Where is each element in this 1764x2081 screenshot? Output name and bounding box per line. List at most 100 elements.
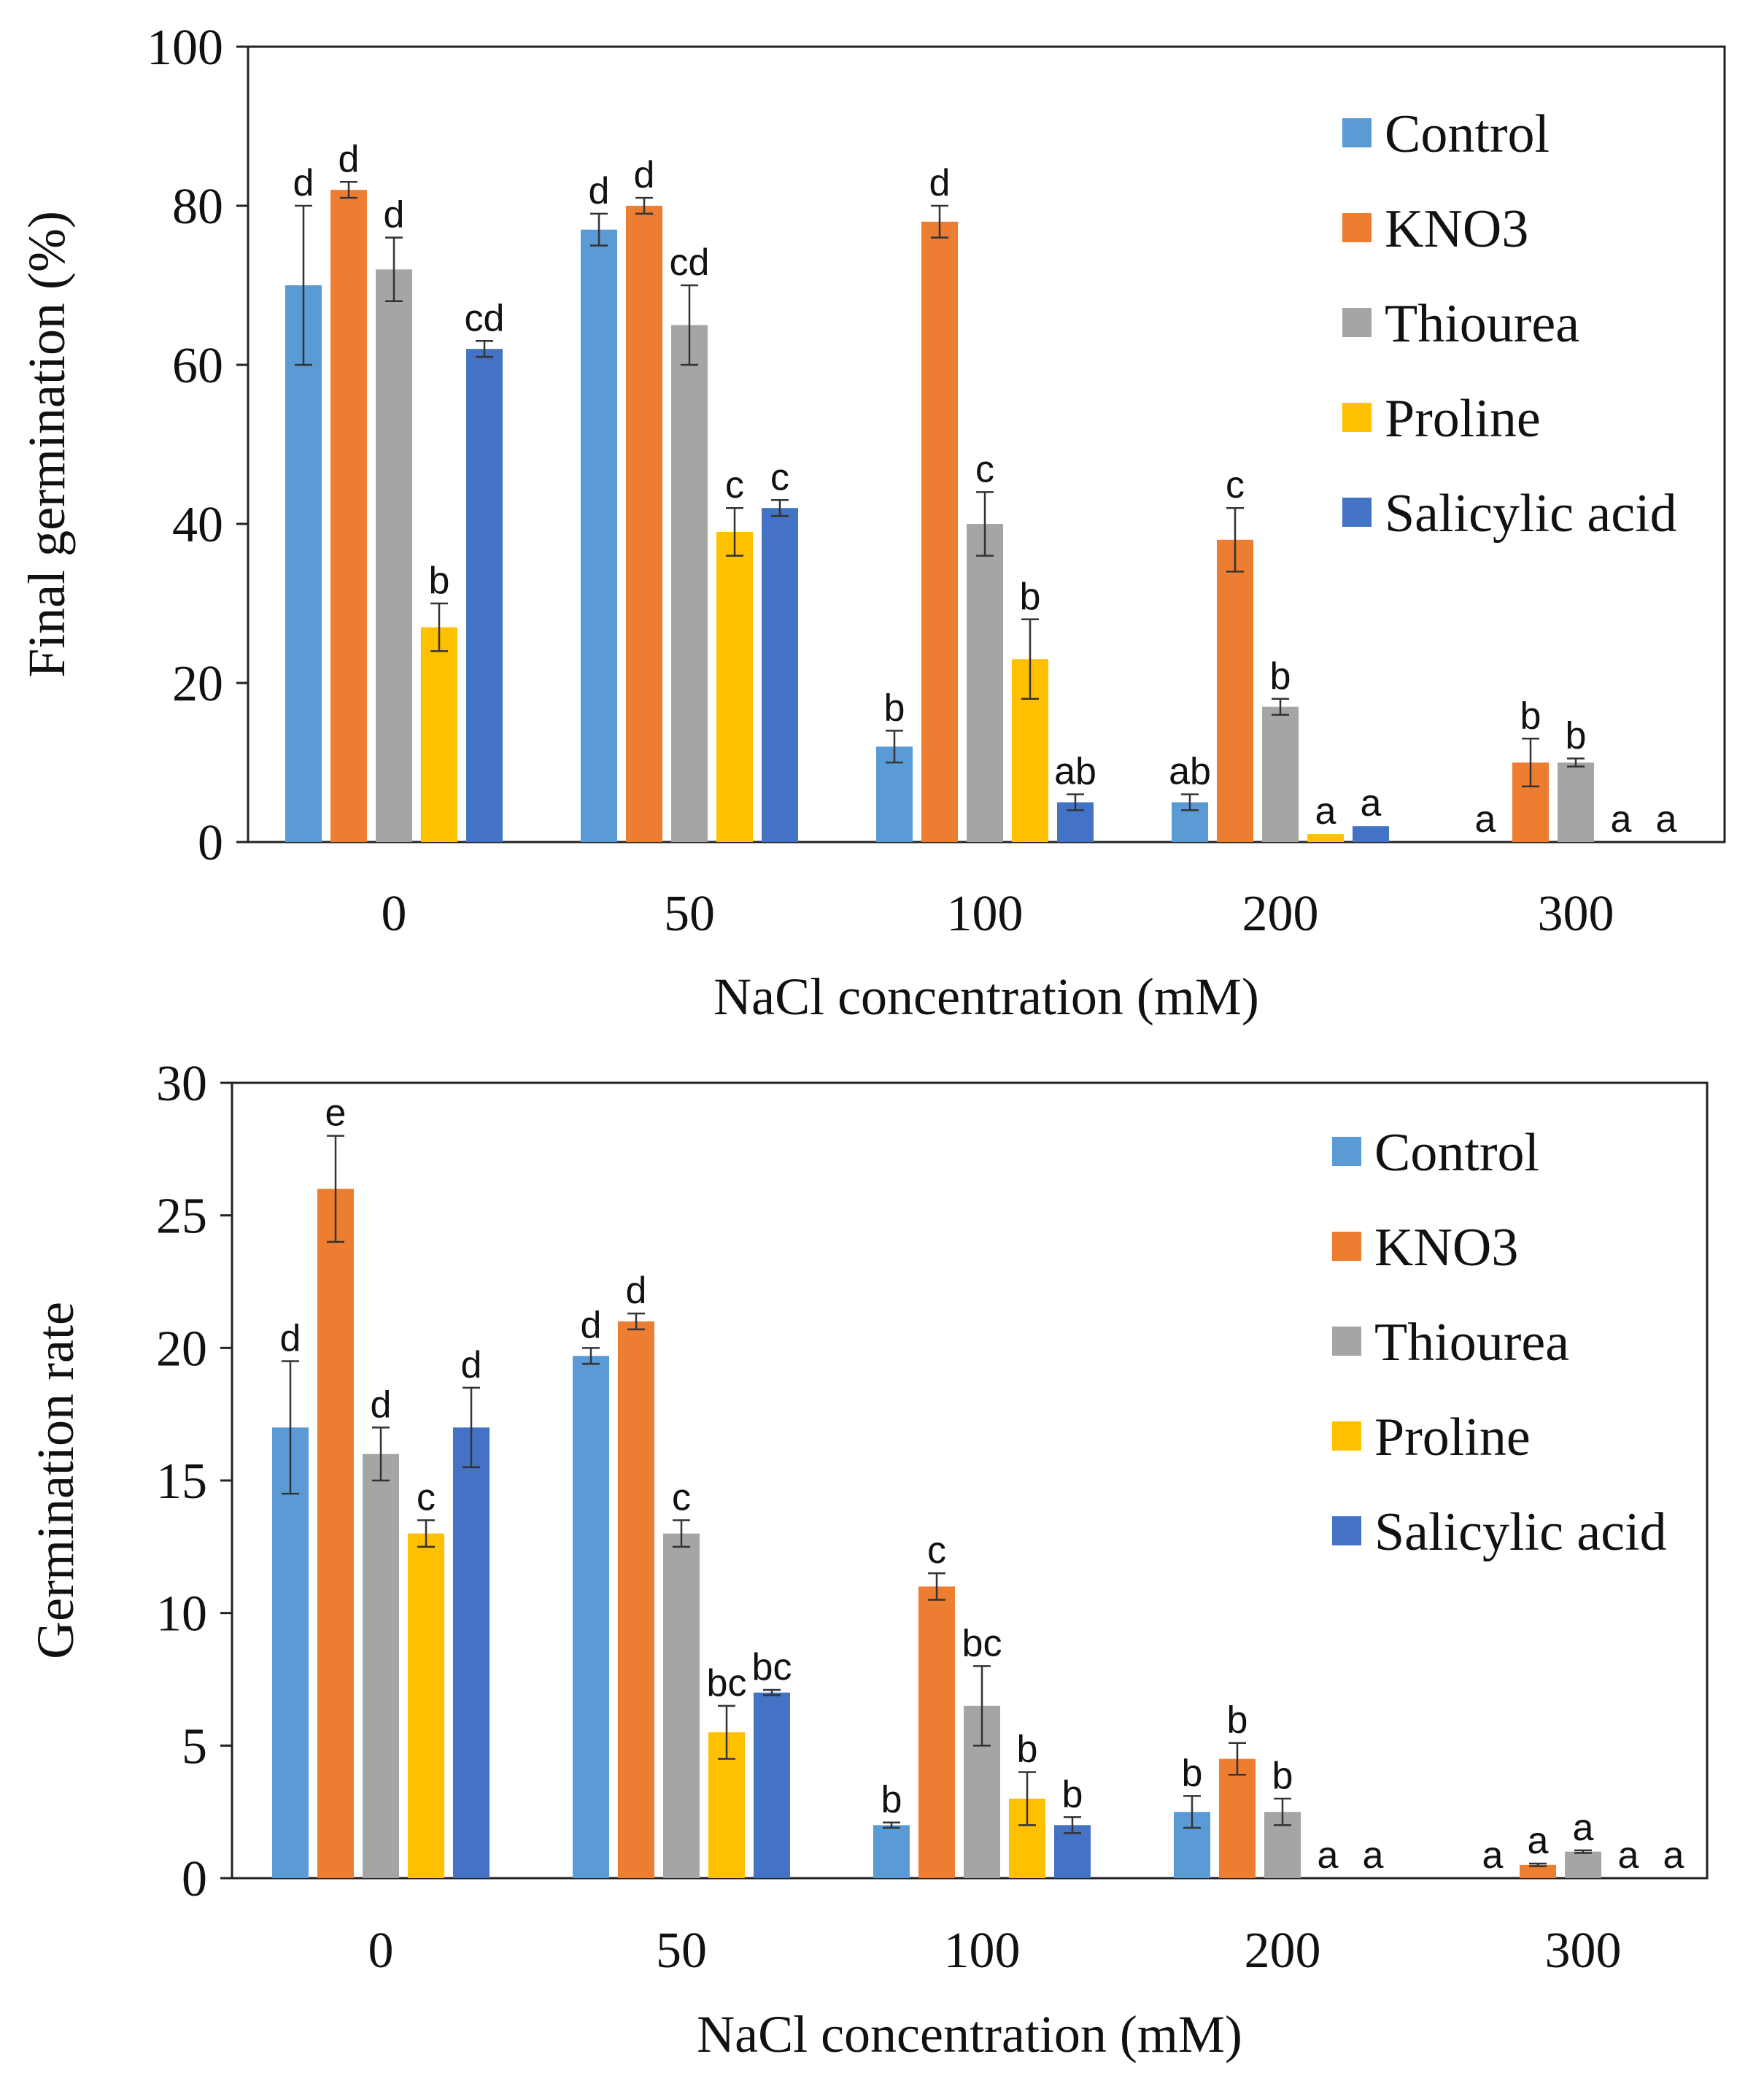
significance-letter: a bbox=[1318, 1834, 1339, 1877]
bar bbox=[1353, 826, 1389, 842]
y-tick-label: 10 bbox=[156, 1586, 207, 1642]
bar bbox=[376, 269, 412, 842]
significance-letter: b bbox=[429, 560, 450, 602]
legend-swatch bbox=[1342, 308, 1372, 337]
significance-letter: c bbox=[1226, 464, 1245, 506]
significance-letter: c bbox=[770, 456, 789, 498]
bar bbox=[1307, 834, 1344, 842]
significance-letter: c bbox=[672, 1477, 691, 1519]
significance-letter: d bbox=[371, 1383, 392, 1426]
legend-label: Thiourea bbox=[1374, 1313, 1569, 1372]
significance-letter: d bbox=[929, 162, 951, 204]
legend-label: Proline bbox=[1385, 389, 1541, 449]
bar bbox=[1262, 706, 1299, 842]
significance-letter: c bbox=[975, 448, 994, 490]
x-tick-label: 50 bbox=[656, 1923, 707, 1979]
bar bbox=[1565, 1851, 1601, 1878]
significance-letter: bc bbox=[707, 1662, 747, 1704]
x-axis-title: NaCl concentration (mM) bbox=[713, 968, 1259, 1026]
significance-letter: cd bbox=[670, 242, 710, 284]
legend-label: Salicylic acid bbox=[1374, 1502, 1667, 1562]
significance-letter: bc bbox=[752, 1646, 792, 1688]
bar bbox=[408, 1533, 444, 1878]
x-tick-label: 0 bbox=[382, 886, 407, 942]
y-tick-label: 20 bbox=[156, 1321, 207, 1377]
significance-letter: b bbox=[1017, 1729, 1038, 1771]
legend-label: Salicylic acid bbox=[1385, 484, 1677, 544]
bar bbox=[581, 229, 617, 842]
y-tick-label: 15 bbox=[156, 1453, 207, 1510]
x-tick-label: 300 bbox=[1545, 1923, 1622, 1979]
significance-letter: d bbox=[293, 162, 314, 204]
significance-letter: a bbox=[1361, 782, 1382, 825]
bar bbox=[671, 325, 708, 842]
significance-letter: c bbox=[927, 1529, 946, 1572]
legend-swatch bbox=[1332, 1516, 1361, 1545]
x-tick-label: 200 bbox=[1245, 1923, 1321, 1979]
significance-letter: a bbox=[1663, 1834, 1684, 1877]
significance-letter: d bbox=[589, 170, 610, 212]
bar bbox=[918, 1586, 955, 1878]
x-tick-label: 50 bbox=[664, 886, 715, 942]
significance-letter: b bbox=[1227, 1699, 1248, 1742]
y-tick-label: 80 bbox=[172, 179, 223, 235]
significance-letter: e bbox=[325, 1092, 347, 1135]
significance-letter: c bbox=[725, 464, 744, 506]
significance-letter: a bbox=[1618, 1834, 1639, 1877]
bar bbox=[663, 1533, 700, 1878]
y-axis-title: Germination rate bbox=[26, 1302, 85, 1659]
legend-swatch bbox=[1332, 1327, 1361, 1356]
significance-letter: d bbox=[339, 138, 360, 180]
significance-letter: bc bbox=[962, 1622, 1002, 1664]
y-tick-label: 30 bbox=[156, 1056, 207, 1112]
bar bbox=[921, 221, 958, 842]
significance-letter: c bbox=[417, 1477, 436, 1519]
bar bbox=[363, 1453, 399, 1878]
significance-letter: d bbox=[581, 1304, 602, 1346]
legend-swatch bbox=[1342, 403, 1372, 432]
legend-label: Control bbox=[1385, 104, 1550, 164]
legend-label: KNO3 bbox=[1385, 199, 1528, 259]
y-tick-label: 0 bbox=[182, 1851, 207, 1907]
significance-letter: a bbox=[1315, 790, 1336, 833]
significance-letter: b bbox=[1062, 1773, 1083, 1815]
legend-swatch bbox=[1332, 1421, 1361, 1451]
significance-letter: b bbox=[1182, 1752, 1203, 1794]
bar bbox=[1558, 762, 1594, 842]
significance-letter: b bbox=[1520, 695, 1541, 737]
y-tick-label: 5 bbox=[182, 1718, 207, 1775]
bar bbox=[317, 1189, 354, 1878]
bar bbox=[453, 1427, 490, 1878]
significance-letter: d bbox=[280, 1318, 301, 1360]
significance-letter: d bbox=[384, 194, 405, 236]
significance-letter: a bbox=[1363, 1834, 1384, 1877]
bar bbox=[967, 524, 1003, 842]
significance-letter: b bbox=[881, 1779, 902, 1821]
significance-letter: a bbox=[1611, 798, 1632, 841]
y-tick-label: 100 bbox=[147, 20, 223, 76]
significance-letter: a bbox=[1656, 798, 1677, 841]
y-tick-label: 60 bbox=[172, 338, 223, 394]
bar bbox=[873, 1825, 910, 1878]
bar bbox=[1217, 539, 1253, 842]
y-axis-title: Final germination (%) bbox=[18, 211, 76, 678]
x-tick-label: 200 bbox=[1242, 886, 1319, 942]
significance-letter: ab bbox=[1054, 751, 1096, 793]
bar bbox=[626, 206, 662, 842]
significance-letter: d bbox=[626, 1270, 647, 1312]
bar bbox=[754, 1692, 790, 1878]
legend-swatch bbox=[1342, 213, 1372, 242]
bar bbox=[1520, 1864, 1556, 1878]
bar bbox=[421, 627, 457, 842]
legend-label: Thiourea bbox=[1385, 294, 1579, 354]
significance-letter: a bbox=[1482, 1834, 1504, 1877]
bar bbox=[762, 508, 798, 842]
bar bbox=[573, 1356, 609, 1878]
bar bbox=[618, 1321, 654, 1878]
significance-letter: d bbox=[461, 1344, 482, 1386]
legend-label: KNO3 bbox=[1374, 1218, 1518, 1278]
legend-label: Proline bbox=[1374, 1408, 1531, 1467]
